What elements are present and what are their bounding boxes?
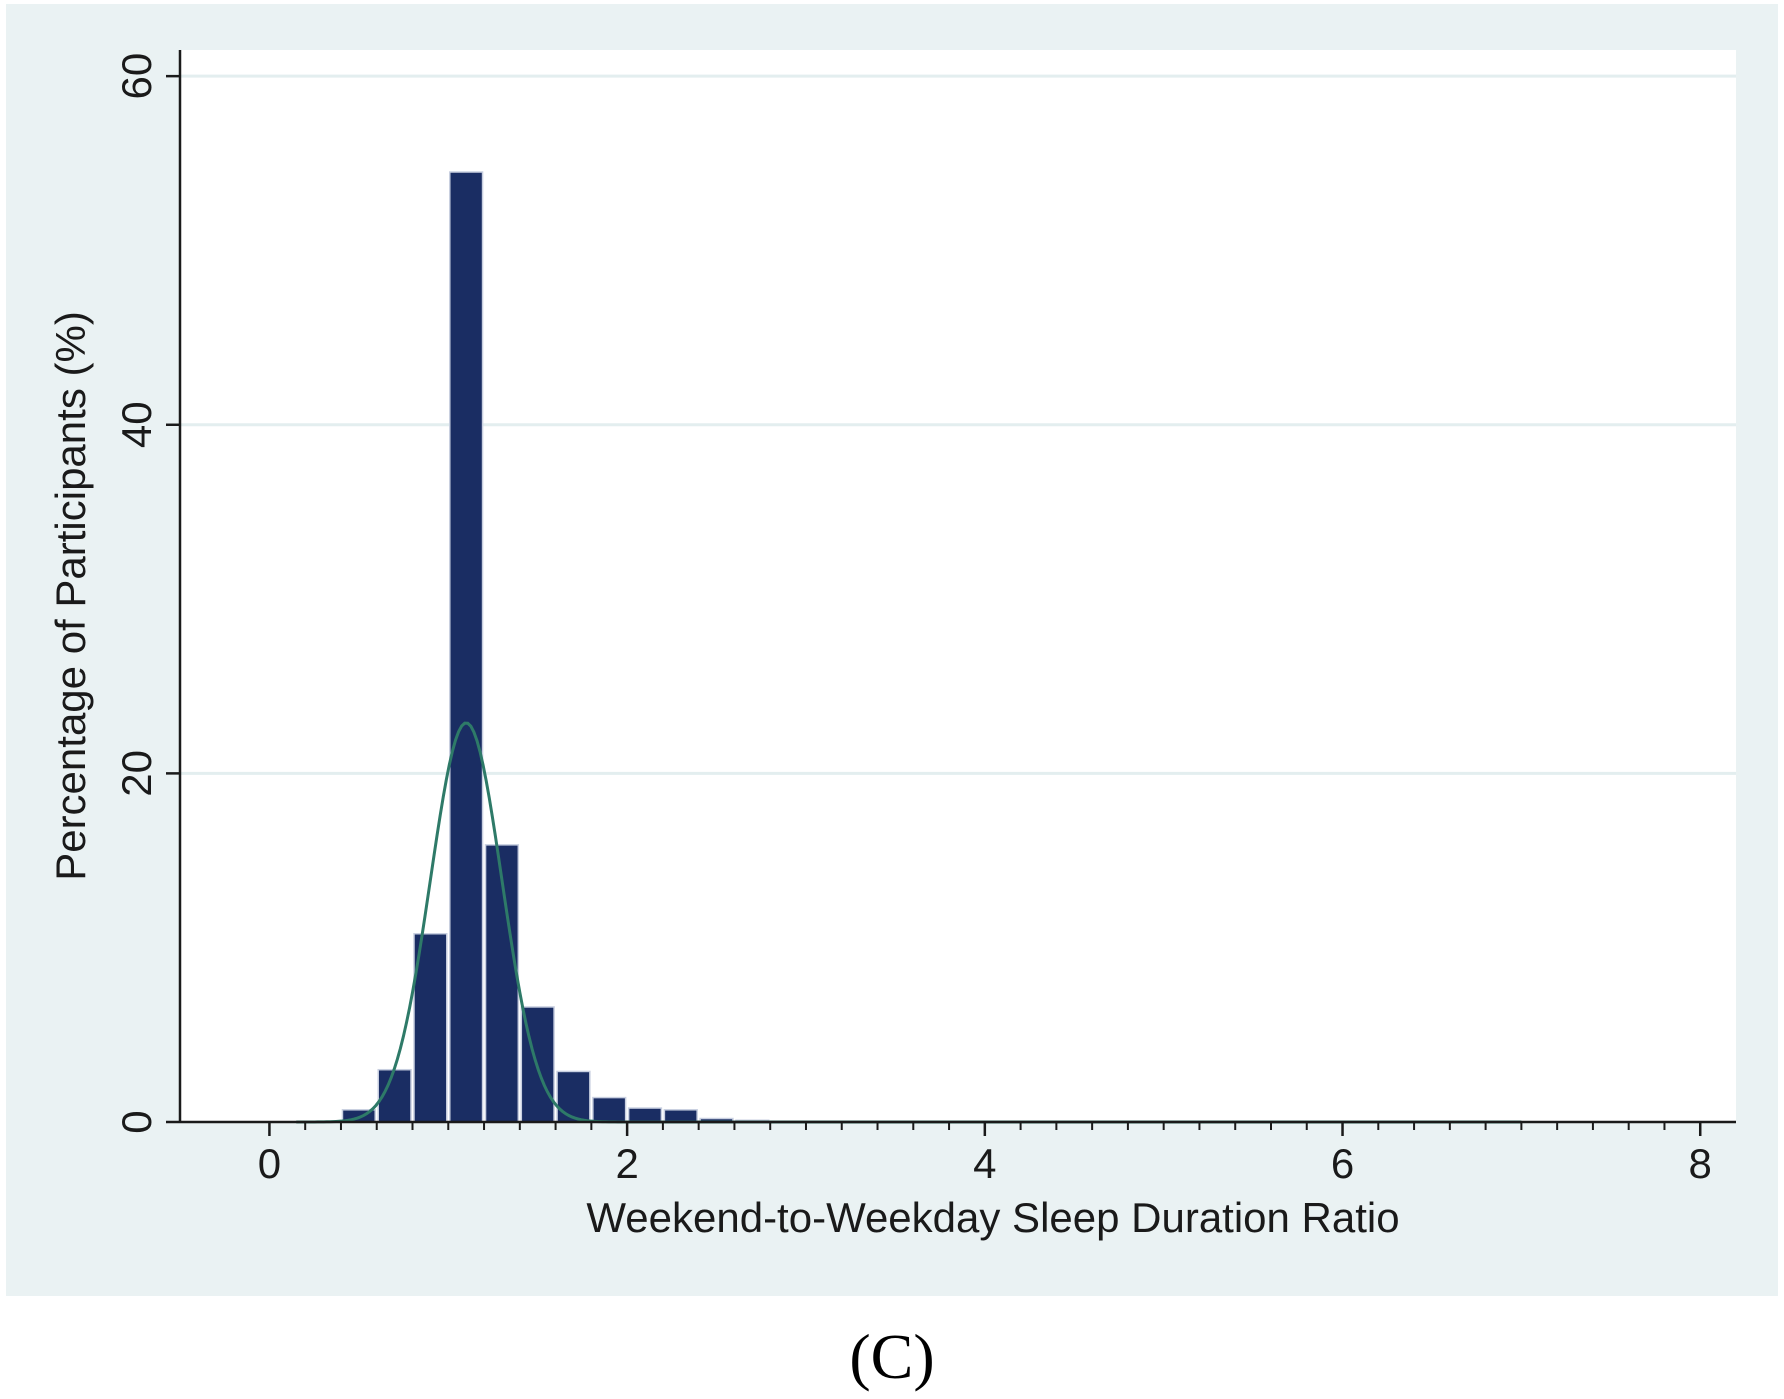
x-tick-label: 8 bbox=[1689, 1140, 1712, 1187]
histogram-bar bbox=[449, 171, 484, 1123]
histogram-bar bbox=[627, 1107, 663, 1123]
y-tick-label: 60 bbox=[113, 53, 160, 100]
histogram-bar bbox=[413, 932, 448, 1123]
y-tick-label: 0 bbox=[113, 1110, 160, 1133]
x-tick-label: 0 bbox=[258, 1140, 281, 1187]
histogram-bar bbox=[484, 844, 520, 1123]
y-tick-label: 40 bbox=[113, 401, 160, 448]
panel-label: (C) bbox=[849, 1321, 934, 1392]
x-tick-label: 6 bbox=[1331, 1140, 1354, 1187]
y-axis-title: Percentage of Participants (%) bbox=[47, 311, 94, 881]
histogram-bar bbox=[663, 1109, 698, 1123]
histogram-bar bbox=[592, 1096, 627, 1123]
x-axis-title: Weekend-to-Weekday Sleep Duration Ratio bbox=[586, 1194, 1399, 1241]
x-tick-label: 2 bbox=[615, 1140, 638, 1187]
tick-labels: 0 20 40 60 0 2 4 6 8 bbox=[113, 53, 1712, 1187]
gridlines bbox=[180, 74, 1736, 775]
x-tick-label: 4 bbox=[973, 1140, 996, 1187]
y-tick-label: 20 bbox=[113, 750, 160, 797]
axes bbox=[166, 50, 1736, 1136]
histogram-bar bbox=[556, 1070, 591, 1123]
